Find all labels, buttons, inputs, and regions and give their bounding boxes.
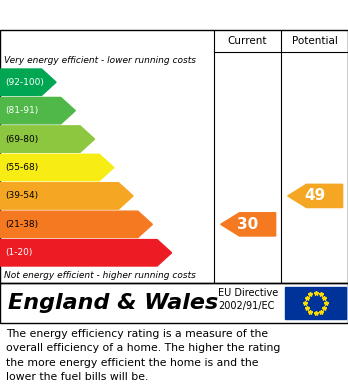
FancyArrow shape <box>0 240 172 266</box>
FancyArrow shape <box>0 97 76 124</box>
FancyArrow shape <box>221 213 276 236</box>
FancyArrow shape <box>0 211 152 238</box>
Text: (1-20): (1-20) <box>5 248 32 257</box>
FancyArrow shape <box>0 126 95 152</box>
Text: A: A <box>61 75 73 90</box>
Text: EU Directive
2002/91/EC: EU Directive 2002/91/EC <box>218 288 278 311</box>
Text: F: F <box>158 217 168 232</box>
FancyArrow shape <box>288 184 343 208</box>
Text: 30: 30 <box>237 217 258 232</box>
Text: (81-91): (81-91) <box>5 106 38 115</box>
Text: B: B <box>81 103 92 118</box>
Text: 49: 49 <box>304 188 325 203</box>
Text: Not energy efficient - higher running costs: Not energy efficient - higher running co… <box>4 271 196 280</box>
Text: (21-38): (21-38) <box>5 220 38 229</box>
Text: Very energy efficient - lower running costs: Very energy efficient - lower running co… <box>4 56 196 65</box>
Text: (55-68): (55-68) <box>5 163 38 172</box>
FancyArrow shape <box>0 69 56 95</box>
Text: Energy Efficiency Rating: Energy Efficiency Rating <box>8 7 229 23</box>
Text: (92-100): (92-100) <box>5 78 44 87</box>
Bar <box>285 287 346 319</box>
Text: D: D <box>119 160 131 175</box>
Text: E: E <box>139 188 149 203</box>
Text: England & Wales: England & Wales <box>8 293 218 313</box>
Text: Current: Current <box>228 36 267 46</box>
Text: The energy efficiency rating is a measure of the
overall efficiency of a home. T: The energy efficiency rating is a measur… <box>6 329 280 382</box>
FancyArrow shape <box>0 183 133 209</box>
Text: G: G <box>176 245 189 260</box>
Text: C: C <box>100 131 111 147</box>
Text: (69-80): (69-80) <box>5 135 38 143</box>
Text: Potential: Potential <box>292 36 338 46</box>
Text: (39-54): (39-54) <box>5 192 38 201</box>
FancyArrow shape <box>0 154 114 181</box>
